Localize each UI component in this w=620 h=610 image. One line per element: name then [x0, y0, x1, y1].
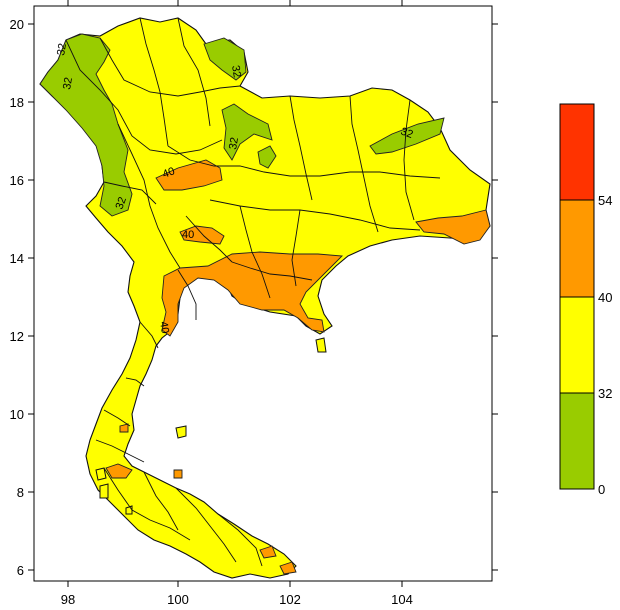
- legend-label: 40: [598, 290, 612, 305]
- legend: 54 40 32 0: [559, 103, 612, 497]
- contour-label: 32: [55, 42, 69, 56]
- contour-label: 40: [182, 229, 194, 241]
- x-tick-labels: 98 100 102 104: [61, 592, 413, 607]
- contour-label: 32: [227, 136, 241, 150]
- contour-label: 32: [61, 76, 75, 90]
- map-frame: [33, 5, 493, 582]
- x-tick-label: 100: [167, 592, 189, 607]
- y-tick-label: 16: [10, 173, 24, 188]
- contour-label: 40: [157, 320, 171, 334]
- legend-swatch-40-54: [559, 199, 595, 298]
- y-tick-label: 20: [10, 17, 24, 32]
- contour-labels: 32 32 32 32 32 32 40 40 40: [55, 42, 414, 334]
- y-tick-label: 6: [17, 563, 24, 578]
- contour-label: 32: [114, 195, 129, 211]
- province-boundaries: [65, 17, 441, 567]
- x-axis: [67, 0, 403, 587]
- x-tick-label: 102: [279, 592, 301, 607]
- legend-swatch-0-32: [559, 392, 595, 490]
- y-tick-labels: 20 18 16 14 12 10 8 6: [10, 17, 24, 578]
- y-tick-label: 14: [10, 251, 24, 266]
- island: [95, 467, 107, 481]
- y-tick-label: 18: [10, 95, 24, 110]
- island: [315, 337, 327, 353]
- legend-swatch-54-plus: [559, 103, 595, 201]
- x-tick-label: 104: [391, 592, 413, 607]
- contour-label: 32: [399, 126, 415, 141]
- contour-label: 40: [161, 165, 177, 180]
- legend-label: 54: [598, 193, 612, 208]
- island: [175, 425, 187, 439]
- contour-class-0-32: [39, 33, 445, 217]
- y-tick-label: 12: [10, 329, 24, 344]
- x-tick-label: 98: [61, 592, 75, 607]
- contour-class-40-54: [105, 159, 491, 575]
- contour-label: 32: [229, 64, 243, 78]
- island: [99, 483, 109, 499]
- legend-swatch-32-40: [559, 296, 595, 394]
- y-tick-label: 8: [17, 485, 24, 500]
- island: [125, 505, 133, 515]
- legend-label: 0: [598, 482, 605, 497]
- legend-label: 32: [598, 386, 612, 401]
- y-tick-label: 10: [10, 407, 24, 422]
- y-axis: [28, 23, 498, 571]
